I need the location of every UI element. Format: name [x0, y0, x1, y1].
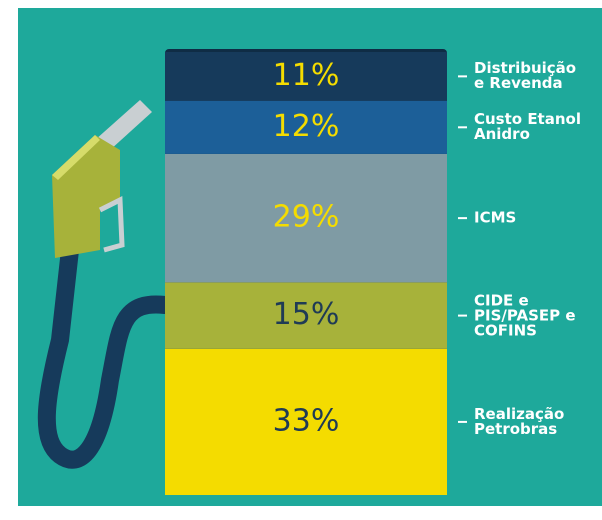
segment-name: Custo Etanol Anidro	[474, 112, 581, 142]
value-label: 12%	[273, 109, 340, 144]
infographic: 33% 15% 29% 12% 11% Realização Petrobras CIDE…	[0, 0, 602, 520]
value-label: 33%	[273, 403, 340, 438]
segment-name: CIDE e PIS/PASEP e COFINS	[474, 293, 576, 338]
value-label: 15%	[273, 297, 340, 332]
segment-name: Distribuição e Revenda	[474, 61, 576, 91]
segment-name: Realização Petrobras	[474, 407, 564, 437]
segment-name: ICMS	[474, 211, 516, 226]
value-label: 11%	[273, 58, 340, 93]
value-label: 29%	[273, 200, 340, 235]
